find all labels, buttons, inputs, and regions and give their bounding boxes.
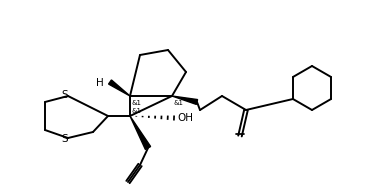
Text: H: H <box>96 78 104 88</box>
Polygon shape <box>172 96 198 104</box>
Text: S: S <box>62 90 68 100</box>
Polygon shape <box>130 116 151 149</box>
Text: &1: &1 <box>174 100 184 106</box>
Polygon shape <box>109 80 130 96</box>
Text: &1: &1 <box>132 108 142 114</box>
Text: OH: OH <box>177 113 193 123</box>
Text: S: S <box>62 134 68 144</box>
Text: &1: &1 <box>132 100 142 106</box>
